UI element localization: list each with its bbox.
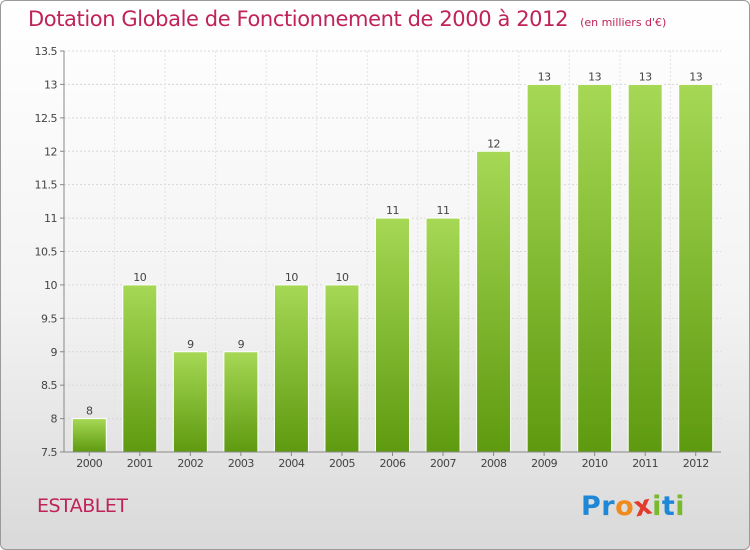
bar: [627, 83, 663, 453]
value-label: 10: [133, 271, 146, 284]
x-tick-label: 2001: [127, 457, 153, 470]
logo-letter: t: [661, 491, 676, 522]
value-label: 13: [639, 70, 652, 83]
bar: [223, 351, 259, 453]
logo-letter: i: [675, 491, 686, 522]
value-label: 9: [238, 338, 245, 351]
x-tick-label: 2003: [228, 457, 254, 470]
bar: [172, 351, 208, 453]
x-tick-label: 2006: [380, 457, 406, 470]
x-tick-label: 2012: [683, 457, 709, 470]
x-tick-label: 2010: [582, 457, 608, 470]
x-tick-label: 2005: [329, 457, 355, 470]
y-tick-label: 13.5: [35, 45, 58, 58]
logo-letter: P: [581, 491, 602, 522]
bar: [577, 83, 613, 453]
y-tick-label: 11.5: [35, 179, 58, 192]
chart-title: Dotation Globale de Fonctionnement de 20…: [28, 7, 666, 31]
x-tick-label: 2009: [531, 457, 557, 470]
bar: [273, 284, 309, 453]
proxiti-logo: Proxiti: [581, 489, 686, 523]
bar: [71, 418, 107, 453]
logo-letter: r: [601, 491, 616, 522]
value-label: 9: [187, 338, 194, 351]
bar: [375, 217, 410, 453]
y-tick-label: 9.5: [41, 312, 57, 325]
value-label: 11: [386, 204, 399, 217]
value-label: 13: [538, 70, 551, 83]
value-label: 13: [689, 70, 702, 83]
bar: [425, 217, 461, 453]
axes: [60, 50, 721, 456]
y-tick-label: 10.5: [35, 246, 58, 259]
title-text: Dotation Globale de Fonctionnement de 20…: [28, 7, 569, 31]
value-label: 10: [335, 271, 348, 284]
x-tick-label: 2007: [430, 457, 456, 470]
value-label: 8: [86, 405, 93, 418]
y-tick-label: 8.5: [41, 379, 57, 392]
y-tick-label: 11: [44, 212, 57, 225]
x-tick-label: 2004: [278, 457, 304, 470]
x-tick-label: 2008: [481, 457, 507, 470]
bar: [678, 83, 714, 453]
x-tick-label: 2000: [76, 457, 102, 470]
labels: 7.5 8 8.5 9 9.5 10 10.5 11 11.5 12 12.5 13 13.5 8 2000…: [35, 45, 710, 470]
bar: [122, 284, 158, 453]
value-label: 10: [285, 271, 298, 284]
y-tick-label: 12.5: [35, 112, 58, 125]
bar: [526, 83, 562, 453]
logo-letter: o: [615, 491, 635, 522]
y-tick-label: 12: [44, 145, 57, 158]
value-label: 12: [487, 137, 500, 150]
y-tick-label: 13: [44, 78, 57, 91]
y-tick-label: 9: [51, 346, 58, 359]
bars: [71, 83, 714, 453]
y-tick-label: 10: [44, 279, 57, 292]
unit-text: (en milliers d'€): [580, 16, 667, 29]
bar: [324, 284, 360, 453]
value-label: 13: [588, 70, 601, 83]
y-tick-label: 7.5: [41, 446, 57, 459]
logo-letter: i: [652, 491, 662, 522]
bar: [476, 150, 512, 453]
y-tick-label: 8: [51, 413, 58, 426]
x-tick-label: 2011: [632, 457, 658, 470]
x-tick-label: 2002: [177, 457, 203, 470]
commune-name: ESTABLET: [37, 495, 128, 517]
value-label: 11: [437, 204, 450, 217]
